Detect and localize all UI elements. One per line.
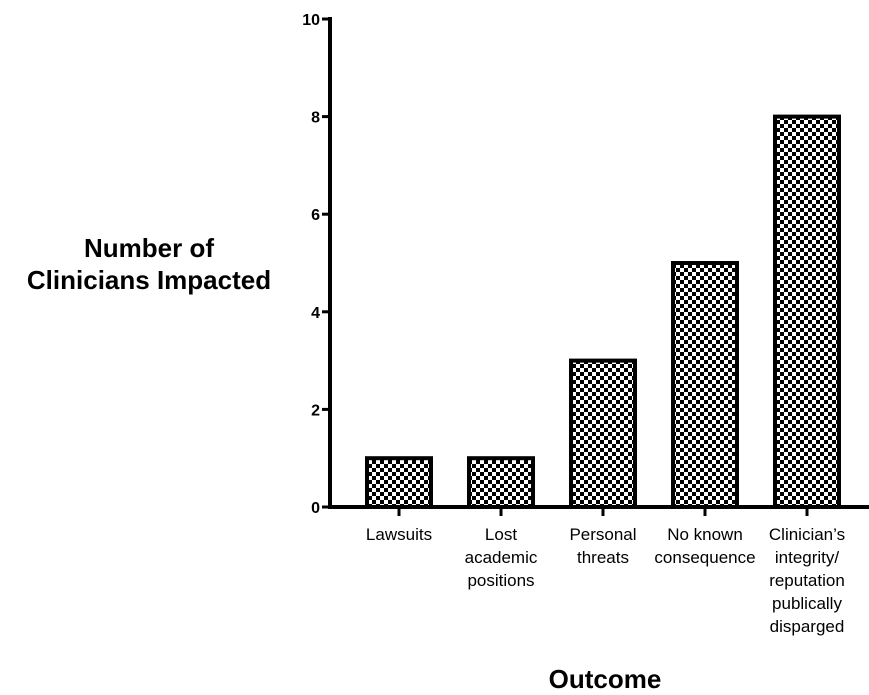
x-tick-label: Personal threats: [569, 525, 636, 567]
bars-group: [365, 114, 841, 510]
bar-2: [467, 456, 535, 510]
x-axis-label-text: Outcome: [548, 664, 662, 694]
x-tick-label: Clinician’s integrity/reputation publicall…: [769, 525, 845, 636]
bar-3: [569, 358, 637, 509]
y-axis-label: Number of Clinicians Impacted: [8, 232, 290, 296]
bar-1: [365, 456, 433, 510]
bar-5: [773, 114, 841, 509]
y-tick-label: 0: [311, 500, 320, 517]
y-tick-label: 8: [311, 110, 320, 127]
x-tick-label: Lawsuits: [366, 525, 432, 544]
y-tick-label: 4: [311, 305, 320, 322]
y-axis-label-line-2: Clinicians Impacted: [26, 265, 272, 295]
x-tick-label: Lost academic positions: [465, 525, 538, 590]
x-tick-label: No known consequence: [654, 525, 755, 567]
y-tick-label: 10: [302, 12, 320, 29]
y-tick-label: 2: [311, 402, 320, 419]
y-tick-label: 6: [311, 207, 320, 224]
y-axis-label-line-1: Number of: [84, 233, 214, 263]
x-axis: Lawsuits Lost academic positions Personal thr…: [328, 505, 869, 636]
x-axis-label: Outcome: [500, 664, 710, 694]
y-axis: 0 2 4 6 8 10: [302, 12, 332, 517]
bar-4: [671, 261, 739, 509]
